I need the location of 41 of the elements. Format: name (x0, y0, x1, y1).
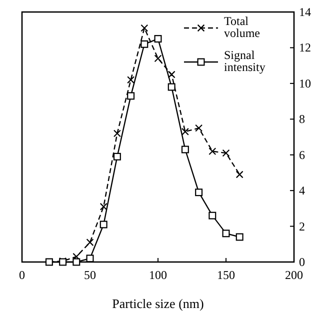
y-tick-label: 2 (299, 219, 305, 234)
point (154, 54, 162, 62)
point (168, 70, 176, 78)
point (154, 35, 162, 43)
y-tick-label: 12 (299, 40, 311, 55)
y-tick-label: 0 (299, 255, 305, 269)
point (140, 40, 148, 48)
point (127, 76, 135, 84)
point (222, 149, 230, 157)
point (236, 170, 244, 178)
point (113, 130, 121, 138)
point (127, 92, 135, 100)
point (208, 212, 216, 220)
x-tick-label: 150 (217, 268, 235, 282)
point (222, 230, 230, 238)
point (208, 148, 216, 156)
y-tick-label: 4 (299, 184, 305, 198)
y-tick-label: 6 (299, 148, 305, 162)
x-axis-title: Particle size (nm) (112, 296, 204, 311)
point (100, 202, 108, 210)
x-tick-label: 50 (84, 268, 96, 282)
point (236, 233, 244, 241)
point (195, 124, 203, 132)
y-tick-label: 14 (299, 5, 311, 19)
point (181, 128, 189, 136)
x-tick-label: 100 (149, 268, 167, 282)
y-tick-label: 10 (299, 76, 311, 90)
point (72, 258, 80, 266)
point (181, 146, 189, 154)
point (86, 254, 94, 262)
point (195, 188, 203, 196)
y-tick-label: 8 (299, 112, 305, 126)
point (140, 24, 148, 32)
point (100, 220, 108, 228)
legend-label: Signal intensity (224, 48, 266, 74)
legend-label: Total volume (224, 14, 260, 40)
point (168, 83, 176, 91)
x-tick-label: 200 (285, 268, 303, 282)
point (86, 238, 94, 246)
x-tick-label: 0 (19, 268, 25, 282)
point (113, 152, 121, 160)
